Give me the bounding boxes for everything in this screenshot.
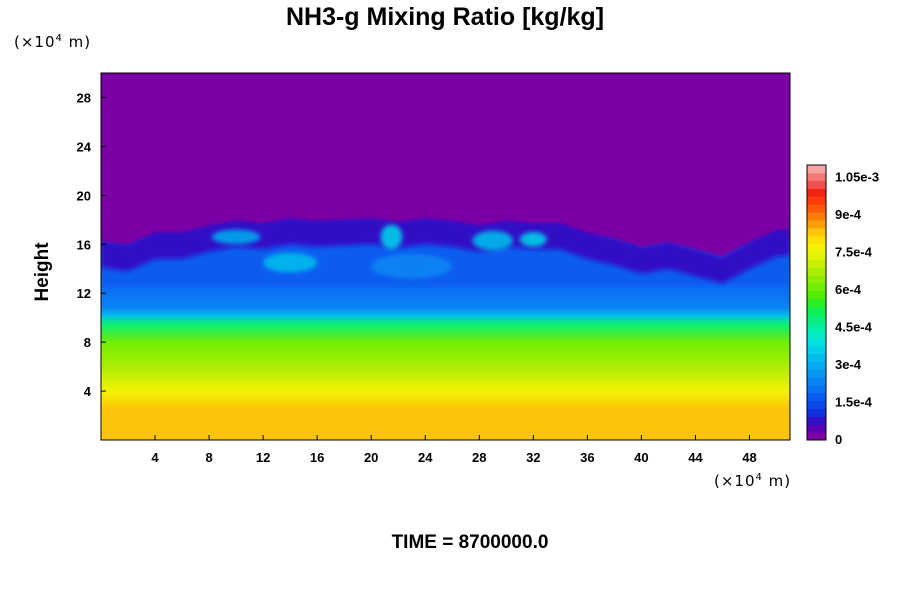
colorbar-segment [807,337,826,347]
colorbar-segment [807,235,826,244]
y-unit-prefix: (×10 [14,33,56,51]
x-tick-label: 28 [472,450,486,465]
x-unit-prefix: (×10 [714,472,756,490]
colorbar-segment [807,172,826,182]
colorbar-segment [807,251,826,260]
time-label: TIME = 8700000.0 [391,532,549,553]
colorbar-segment [807,180,826,189]
colorbar-segment [807,416,826,425]
y-tick-label: 8 [84,335,91,350]
colorbar-segment [807,345,826,354]
colorbar-frame [806,164,827,441]
colorbar-segment [807,243,826,252]
plume-1 [380,224,403,250]
colorbar-tick-label: 1.05e-3 [835,170,879,185]
colorbar-segment [807,432,826,441]
x-tick-label: 44 [688,450,703,465]
colorbar-tick-label: 6e-4 [835,282,862,297]
colorbar-segment [807,196,826,205]
colorbar-segment [807,400,826,409]
plot-frame [100,72,791,441]
colorbar-segment [807,377,826,386]
colorbar: 0 1.5e-4 3e-4 4.5e-4 6e-4 7.5e-4 9e-4 1.05e-3 [806,164,879,447]
colorbar-segment [807,282,826,292]
colorbar-segment [807,385,826,394]
colorbar-segment [807,298,826,307]
x-tick-label: 48 [742,450,756,465]
colorbar-tick-label: 4.5e-4 [835,320,873,335]
colorbar-segment [807,267,826,276]
colorbar-segment [807,361,826,370]
x-unit-suffix: m) [762,472,792,490]
colorbar-tick-label: 1.5e-4 [835,395,873,410]
colorbar-segment [807,424,826,433]
colorbar-segment [807,392,826,402]
colorbar-segment [807,220,826,229]
plume-2 [472,230,514,251]
x-axis-ticks: 4 8 12 16 20 24 28 32 36 40 44 48 [151,435,757,465]
y-tick-label: 12 [77,286,91,301]
colorbar-segment [807,322,826,331]
y-unit-exponent: 4 [55,33,63,44]
colorbar-segment [807,188,826,197]
colorbar-segment [807,227,826,237]
x-tick-label: 4 [151,450,159,465]
y-tick-label: 28 [77,90,91,105]
colorbar-segment [807,369,826,378]
x-tick-label: 20 [364,450,378,465]
colorbar-segment [807,408,826,417]
cloud-dark-band [101,217,790,284]
x-tick-label: 16 [310,450,324,465]
colorbar-segment [807,353,826,362]
plume-4 [211,229,261,245]
x-tick-label: 32 [526,450,540,465]
colorbar-segment [807,290,826,299]
y-unit-suffix: m) [62,33,92,51]
chart-title: NH3-g Mixing Ratio [kg/kg] [285,3,605,31]
colorbar-segment [807,306,826,315]
colorbar-segment [807,259,826,268]
y-tick-label: 16 [77,237,91,252]
plume-0 [263,252,318,273]
colorbar-segment [807,212,826,221]
colorbar-tick-label: 9e-4 [835,207,862,222]
colorbar-segment [807,165,826,174]
y-axis-unit: (×104 m) [14,33,91,51]
y-tick-label: 4 [84,384,92,399]
x-tick-label: 36 [580,450,594,465]
colorbar-tick-label: 0 [835,432,842,447]
colorbar-tick-label: 7.5e-4 [835,245,873,260]
y-axis-ticks: 4 8 12 16 20 24 28 [77,90,106,399]
plot-area [101,73,790,440]
plume-5 [371,254,453,279]
colorbar-segment [807,204,826,213]
x-tick-label: 24 [418,450,433,465]
x-tick-label: 12 [256,450,270,465]
x-tick-label: 8 [205,450,212,465]
x-tick-label: 40 [634,450,648,465]
y-tick-label: 24 [77,139,92,154]
colorbar-segment [807,275,826,284]
colorbar-tick-label: 3e-4 [835,357,862,372]
colorbar-segment [807,314,826,323]
x-axis-unit: (×104 m) [714,472,791,490]
plume-3 [519,232,547,247]
depleted-region [101,73,790,257]
x-unit-exponent: 4 [755,472,763,483]
colorbar-segment [807,330,826,339]
y-tick-label: 20 [77,188,91,203]
